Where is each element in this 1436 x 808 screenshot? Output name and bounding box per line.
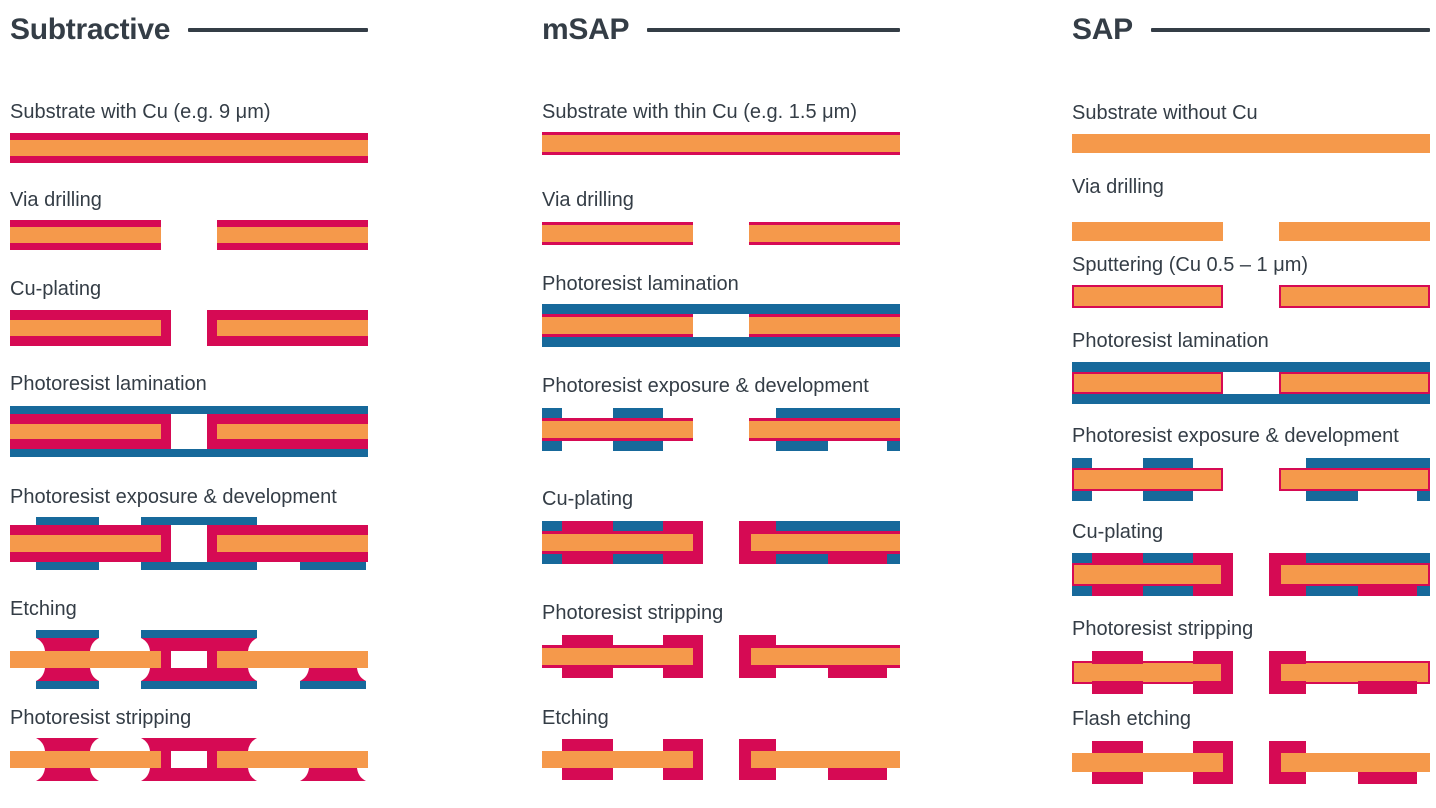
step-figure-sub-via [10,220,368,255]
step-figure-sap-via [1072,222,1430,246]
step-label: Flash etching [1072,708,1191,730]
column-subtractive: Subtractive Substrate with Cu (e.g. 9 μm… [10,0,368,808]
step-label: Photoresist stripping [542,602,724,624]
step-label: Etching [10,598,77,620]
step-figure-sap-flash [1072,741,1430,789]
step-figure-msap-lam [542,304,900,352]
step-figure-sap-substrate [1072,134,1430,158]
step-label: Substrate with Cu (e.g. 9 μm) [10,101,271,123]
column-sap: SAP Substrate without Cu Via drilling Sput… [1072,0,1430,808]
step-figure-msap-via [542,222,900,250]
step-label: Photoresist lamination [542,273,739,295]
step-figure-msap-strip [542,635,900,683]
step-label: Sputtering (Cu 0.5 – 1 μm) [1072,254,1309,276]
step-label: Substrate with thin Cu (e.g. 1.5 μm) [542,101,857,123]
column-title: Subtractive [10,13,171,46]
step-label: Cu-plating [10,278,102,300]
step-figure-sub-etch [10,630,368,694]
step-label: Photoresist exposure & development [542,375,869,397]
step-figure-msap-substrate [542,132,900,160]
step-label: Substrate without Cu [1072,102,1258,124]
step-figure-sap-lam [1072,362,1430,409]
step-figure-msap-exp [542,408,900,456]
step-figure-msap-plate [542,521,900,569]
column-header: SAP [1072,12,1430,48]
step-label: Photoresist lamination [1072,330,1269,352]
title-rule-line [1150,28,1430,32]
column-msap: mSAP Substrate with thin Cu (e.g. 1.5 μm… [542,0,900,808]
step-figure-sub-substrate [10,133,368,168]
step-figure-sap-exp [1072,458,1430,506]
step-figure-sub-exp [10,517,368,575]
step-figure-sap-sputter [1072,285,1430,313]
column-header: mSAP [542,12,900,48]
step-label: Cu-plating [1072,521,1164,543]
step-label: Photoresist exposure & development [1072,425,1399,447]
column-title: SAP [1072,13,1133,46]
step-label: Photoresist stripping [10,707,192,729]
step-figure-sap-plate [1072,553,1430,601]
step-label: Photoresist stripping [1072,618,1254,640]
step-figure-sub-strip [10,738,368,786]
step-label: Via drilling [1072,176,1164,198]
step-label: Cu-plating [542,488,634,510]
column-title: mSAP [542,13,630,46]
step-label: Via drilling [10,189,102,211]
step-figure-msap-etch [542,739,900,785]
column-header: Subtractive [10,12,368,48]
step-figure-sub-plate [10,310,368,351]
title-rule-line [188,28,368,32]
step-label: Etching [542,707,609,729]
step-label: Via drilling [542,189,634,211]
step-label: Photoresist lamination [10,373,207,395]
title-rule-line [647,28,900,32]
step-label: Photoresist exposure & development [10,486,337,508]
step-figure-sub-lam [10,406,368,462]
step-figure-sap-strip [1072,651,1430,699]
